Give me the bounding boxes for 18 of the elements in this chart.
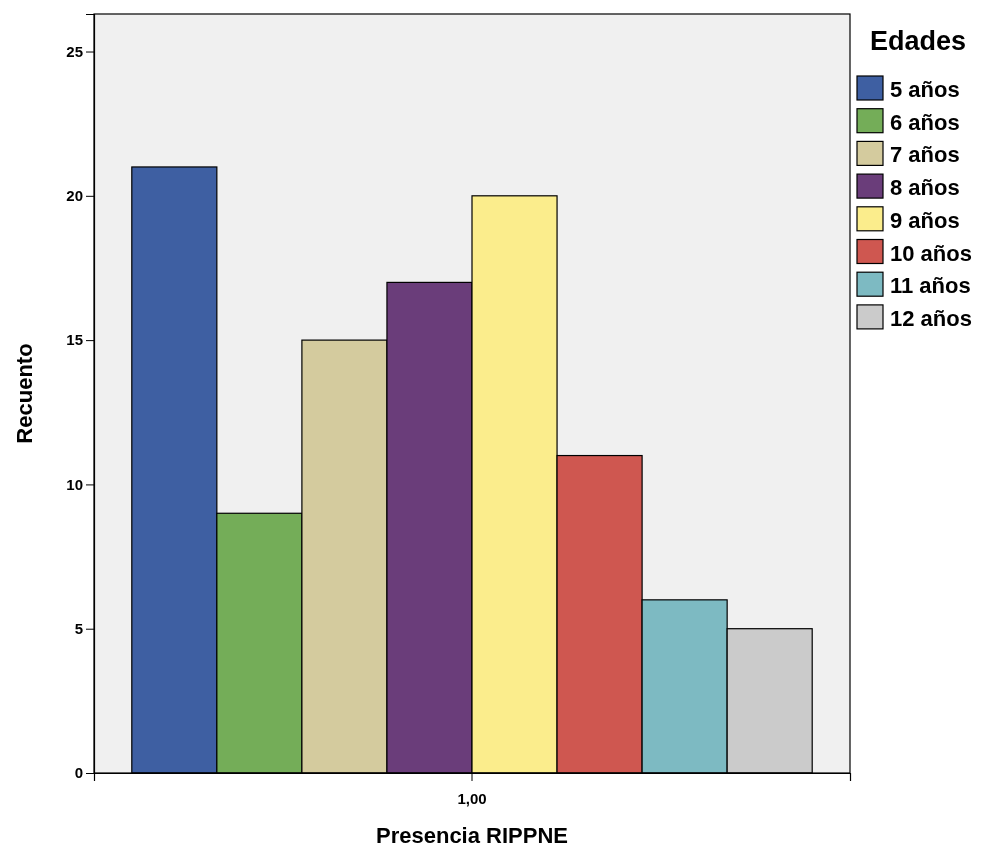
- legend-label: 5 años: [890, 77, 960, 102]
- y-tick-label: 5: [74, 620, 83, 637]
- legend-label: 8 años: [890, 175, 960, 201]
- y-tick-label: 25: [66, 42, 83, 60]
- y-tick-label: 10: [66, 475, 83, 493]
- legend-label: 9 años: [890, 207, 960, 233]
- y-tick-label: 15: [66, 331, 83, 349]
- legend-label: 6 años: [890, 109, 960, 135]
- x-tick-label: 1,00: [457, 789, 487, 807]
- y-tick-label: 20: [66, 187, 83, 205]
- legend-label: 7 años: [890, 142, 960, 168]
- y-axis-title: Recuento: [12, 343, 37, 444]
- x-axis-title: Presencia RIPPNE: [376, 823, 568, 848]
- y-tick-label: 0: [74, 764, 83, 782]
- legend-label: 12 años: [890, 305, 972, 331]
- legend-title: Edades: [870, 26, 967, 56]
- legend-label: 10 años: [890, 240, 972, 266]
- legend-label: 11 años: [890, 273, 971, 299]
